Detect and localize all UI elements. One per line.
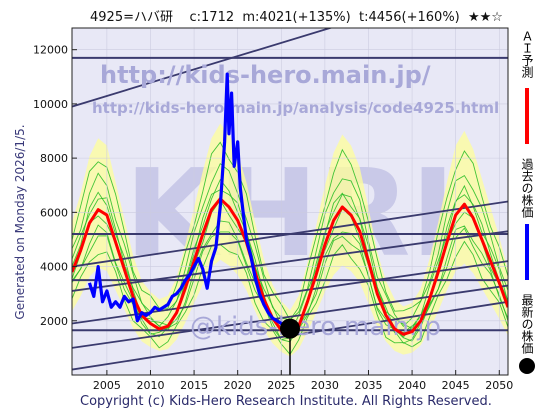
legend-ai-swatch (519, 88, 537, 144)
x-axis: 2005 2010 2015 2020 2025 2030 2035 2040 2045 2050 (93, 370, 513, 392)
x-tick-label: 2040 (398, 379, 426, 392)
latest-price-marker (280, 318, 300, 339)
legend-latest-label: 最新の株価 (520, 294, 534, 354)
watermark-url: http://kids-hero.main.jp/ (100, 61, 431, 89)
legend-ai-label: ＡＩ予測 (520, 30, 534, 78)
x-tick-label: 2005 (93, 379, 121, 392)
legend-latest-swatch (519, 358, 537, 376)
legend-past-swatch (519, 224, 537, 280)
x-tick-label: 2025 (267, 379, 295, 392)
x-tick-label: 2015 (180, 379, 208, 392)
copyright-text: Copyright (c) Kids-Hero Research Institu… (80, 394, 492, 409)
x-tick-label: 2050 (485, 379, 513, 392)
plot-frame (71, 27, 509, 376)
legend-latest-label-wrap: 最新の株価 (519, 294, 537, 354)
legend-past-label: 過去の株価 (520, 158, 534, 218)
x-tick-label: 2030 (311, 379, 339, 392)
watermark-khri-text: KHRI (125, 145, 455, 284)
x-tick-label: 2020 (224, 379, 252, 392)
y-tick-label: 10000 (33, 98, 68, 111)
x-tick-label: 2045 (442, 379, 470, 392)
legend: ＡＩ予測 過去の株価 最新の株価 (519, 28, 537, 380)
watermark-bottom: @kids-hero.main.jp (190, 312, 441, 342)
y-tick-label: 8000 (40, 152, 68, 165)
chart-title: 4925=ハバ研 c:1712 m:4021(+135%) t:4456(+16… (90, 10, 503, 25)
x-tick-label: 2035 (354, 379, 382, 392)
y-tick-label: 6000 (40, 206, 68, 219)
y-tick-label: 4000 (40, 261, 68, 274)
legend-past-label-wrap: 過去の株価 (519, 158, 537, 218)
trend-line (72, 28, 334, 108)
khri-watermark: KHRI (125, 145, 455, 284)
legend-ai-label-wrap: ＡＩ予測 (519, 30, 537, 78)
y-tick-label: 2000 (40, 315, 68, 328)
watermark-url-analysis: http://kids-hero.main.jp/analysis/code49… (92, 99, 499, 117)
latest-marker (280, 318, 300, 375)
past-price-line (87, 72, 291, 330)
trend-line (72, 284, 508, 349)
x-tick-label: 2010 (136, 379, 164, 392)
y-axis: 2000 4000 6000 8000 10000 12000 (33, 44, 77, 328)
y-tick-label: 12000 (33, 44, 68, 57)
